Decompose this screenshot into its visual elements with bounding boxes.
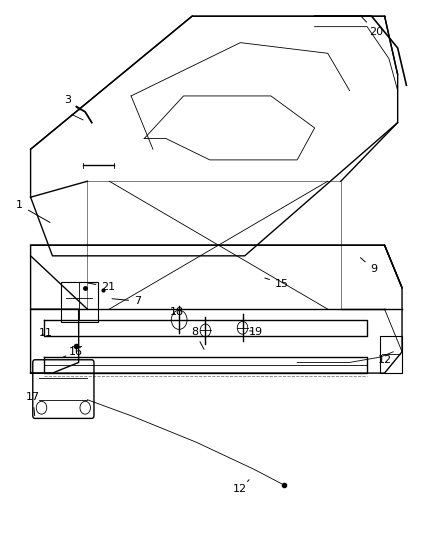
Text: 11: 11: [39, 328, 53, 338]
Text: 16: 16: [63, 347, 83, 357]
Text: 20: 20: [360, 15, 383, 37]
Text: 18: 18: [170, 307, 184, 317]
Text: 1: 1: [16, 200, 50, 222]
Text: 12: 12: [233, 480, 249, 494]
Text: 9: 9: [361, 257, 377, 274]
Text: 3: 3: [64, 95, 80, 110]
Bar: [380, 336, 402, 373]
Text: 19: 19: [249, 327, 263, 336]
Text: 8: 8: [191, 327, 204, 349]
Bar: [61, 282, 98, 322]
Text: 15: 15: [265, 278, 289, 288]
Text: 7: 7: [112, 296, 141, 306]
Text: 12: 12: [378, 355, 392, 365]
Text: 17: 17: [26, 392, 40, 416]
Text: 21: 21: [88, 282, 115, 292]
FancyBboxPatch shape: [33, 360, 94, 418]
